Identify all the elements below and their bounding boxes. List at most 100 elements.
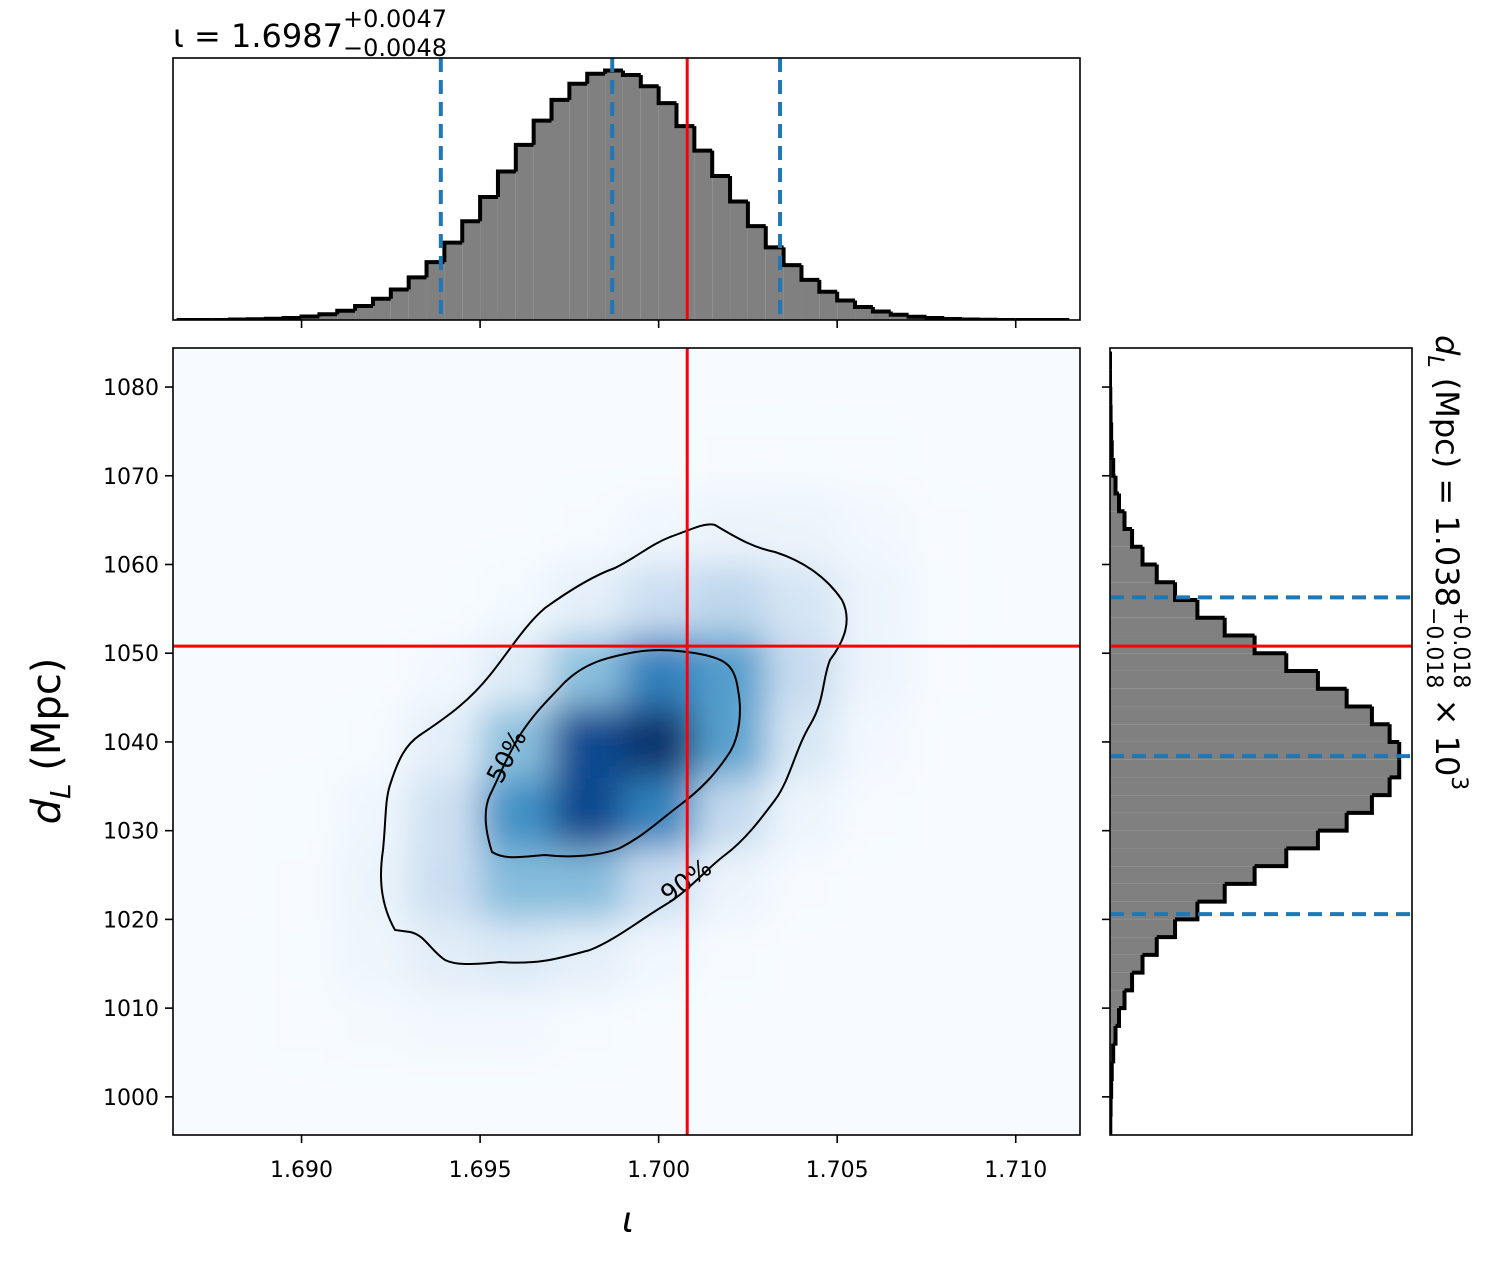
heatmap-cell bbox=[194, 919, 267, 991]
heatmap-cell bbox=[908, 422, 981, 495]
heatmap-cell bbox=[908, 1061, 981, 1133]
title-subscript: L bbox=[1422, 355, 1447, 367]
heatmap-cell bbox=[837, 351, 910, 424]
y-tick-label: 1050 bbox=[103, 642, 159, 667]
heatmap-cell bbox=[265, 848, 338, 920]
heatmap-cell bbox=[694, 493, 767, 565]
hist-outline bbox=[549, 97, 570, 121]
heatmap-cell bbox=[551, 848, 624, 920]
heatmap-cell bbox=[980, 919, 1052, 991]
truth-lines bbox=[173, 348, 1080, 1135]
heatmap-cell bbox=[980, 777, 1052, 849]
heatmap-cell bbox=[480, 777, 553, 849]
hist-bar bbox=[462, 221, 481, 320]
hist-outline bbox=[1195, 599, 1225, 620]
heatmap-cell bbox=[194, 706, 267, 778]
heatmap-cell bbox=[765, 777, 838, 849]
hist-bar bbox=[355, 306, 373, 320]
heatmap-cell bbox=[337, 1061, 410, 1133]
heatmap-cell bbox=[980, 564, 1052, 636]
heatmap-cell bbox=[194, 990, 267, 1062]
heatmap-cell bbox=[908, 351, 981, 424]
hist-bar bbox=[658, 103, 677, 320]
hist-bar bbox=[1110, 1008, 1120, 1026]
heatmap-cell bbox=[265, 990, 338, 1062]
y-tick-label: 1060 bbox=[103, 553, 159, 578]
heatmap-cell bbox=[480, 990, 553, 1062]
heatmap-cell bbox=[551, 351, 624, 424]
heatmap-cell bbox=[551, 706, 624, 778]
hist-outline bbox=[924, 316, 945, 320]
heatmap-cell bbox=[480, 564, 553, 636]
hist-outline bbox=[1344, 688, 1372, 709]
hist-outline bbox=[870, 307, 891, 314]
heatmap-cell bbox=[408, 351, 481, 424]
heatmap-cell bbox=[694, 919, 767, 991]
heatmap-cell bbox=[980, 422, 1052, 495]
hist-outline bbox=[281, 316, 302, 320]
hist-outline bbox=[370, 296, 391, 307]
hist-outline bbox=[495, 169, 516, 197]
heatmap-cell bbox=[908, 848, 981, 920]
heatmap-cell bbox=[480, 493, 553, 565]
heatmap-cell bbox=[694, 422, 767, 495]
heatmap-cell bbox=[551, 1061, 624, 1133]
heatmap-cell bbox=[980, 990, 1052, 1062]
heatmap-cell bbox=[337, 706, 410, 778]
heatmap-cell bbox=[837, 422, 910, 495]
y-axis-label-symbol: d bbox=[24, 798, 70, 824]
hist-bar bbox=[837, 300, 856, 320]
y-tick-label: 1070 bbox=[103, 465, 159, 490]
heatmap-cell bbox=[622, 1061, 695, 1133]
hist-outline bbox=[835, 291, 856, 303]
heatmap-cell bbox=[765, 848, 838, 920]
hist-outline bbox=[1111, 458, 1116, 478]
heatmap-cell bbox=[765, 990, 838, 1062]
y-tick-label: 1040 bbox=[103, 731, 159, 756]
contour-50 bbox=[484, 649, 741, 859]
hist-outline bbox=[1119, 990, 1127, 1011]
hist-outline bbox=[745, 201, 766, 229]
hist-outline bbox=[674, 103, 695, 129]
heatmap-cell bbox=[551, 990, 624, 1062]
heatmap-cell bbox=[694, 848, 767, 920]
hist-outline bbox=[942, 317, 963, 320]
hist-outline bbox=[781, 247, 802, 268]
hist-bar bbox=[819, 291, 838, 320]
heatmap-cell bbox=[837, 990, 910, 1062]
hist-outline bbox=[1115, 1008, 1121, 1028]
heatmap-cell bbox=[194, 351, 267, 424]
hist-bar bbox=[1110, 688, 1347, 707]
hist-outline bbox=[531, 118, 552, 145]
hist-outline bbox=[353, 304, 373, 311]
heatmap-cell bbox=[337, 848, 410, 920]
hist-bar bbox=[1110, 919, 1176, 938]
hist-bar bbox=[1110, 511, 1125, 530]
heatmap-cell bbox=[622, 351, 695, 424]
heatmap-cell bbox=[765, 422, 838, 495]
heatmap-cell bbox=[480, 848, 553, 920]
hist-bar bbox=[587, 73, 606, 320]
hist-bar bbox=[1110, 670, 1318, 689]
hist-outline bbox=[656, 86, 677, 106]
heatmap-cell bbox=[622, 422, 695, 495]
hist-outline bbox=[603, 68, 623, 74]
heatmap-cell bbox=[337, 351, 410, 424]
hist-bar bbox=[747, 226, 766, 320]
hist-bar bbox=[408, 277, 427, 320]
hist-outline bbox=[620, 70, 641, 77]
heatmap-cell bbox=[408, 990, 481, 1062]
heatmap-cell bbox=[622, 706, 695, 778]
x-tick-label: 1.705 bbox=[806, 1158, 869, 1183]
hist-outline bbox=[799, 265, 820, 282]
heatmap-cell bbox=[980, 706, 1052, 778]
heatmap-cell bbox=[622, 777, 695, 849]
hist-bar bbox=[1110, 475, 1116, 494]
heatmap-cell bbox=[908, 493, 981, 565]
title-times: × 10 bbox=[1428, 688, 1466, 776]
heatmap-cell bbox=[337, 564, 410, 636]
hist-outline bbox=[1110, 440, 1114, 461]
heatmap-cell bbox=[408, 422, 481, 495]
heatmap-cell bbox=[837, 919, 910, 991]
panel-frame bbox=[1109, 347, 1413, 1136]
